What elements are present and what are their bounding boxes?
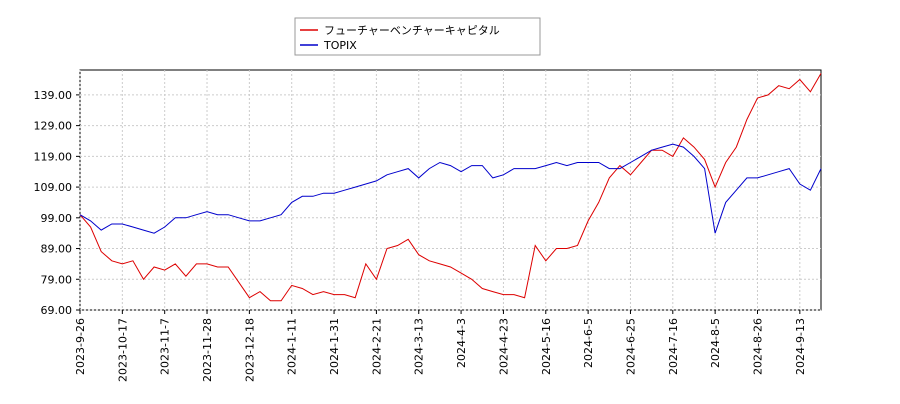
x-tick-label: 2024-9-13 <box>794 318 807 375</box>
x-tick-label: 2024-2-21 <box>370 318 383 375</box>
y-tick-label: 109.00 <box>34 181 73 194</box>
x-tick-label: 2024-3-13 <box>413 318 426 375</box>
x-tick-label: 2024-1-11 <box>286 318 299 375</box>
x-tick-label: 2023-12-18 <box>243 318 256 382</box>
x-tick-label: 2024-6-5 <box>582 318 595 368</box>
y-tick-label: 89.00 <box>41 243 73 256</box>
x-tick-label: 2024-7-16 <box>667 318 680 375</box>
x-tick-label: 2024-5-16 <box>540 318 553 375</box>
y-tick-label: 99.00 <box>41 212 73 225</box>
x-tick-label: 2023-10-17 <box>116 318 129 382</box>
y-tick-label: 69.00 <box>41 304 73 317</box>
x-tick-label: 2024-8-5 <box>709 318 722 368</box>
legend-box <box>294 17 541 56</box>
y-tick-label: 119.00 <box>34 150 73 163</box>
legend: フューチャーベンチャーキャピタル TOPIX <box>294 17 541 56</box>
plot-frame <box>79 69 822 311</box>
x-tick-label: 2024-4-3 <box>455 318 468 368</box>
series-line <box>79 73 822 302</box>
y-tick-label: 139.00 <box>34 89 73 102</box>
x-tick-label: 2024-8-26 <box>751 318 764 375</box>
y-tick-label: 129.00 <box>34 120 73 133</box>
x-tick-label: 2024-1-31 <box>328 318 341 375</box>
y-tick-label: 79.00 <box>41 273 73 286</box>
x-tick-label: 2024-4-23 <box>497 318 510 375</box>
x-tick-label: 2023-11-7 <box>159 318 172 375</box>
x-tick-label: 2023-11-28 <box>201 318 214 382</box>
legend-label: TOPIX <box>323 39 357 52</box>
series-line <box>79 143 822 234</box>
x-tick-label: 2023-9-26 <box>74 318 87 375</box>
x-tick-label: 2024-6-25 <box>624 318 637 375</box>
legend-label: フューチャーベンチャーキャピタル <box>324 24 500 37</box>
